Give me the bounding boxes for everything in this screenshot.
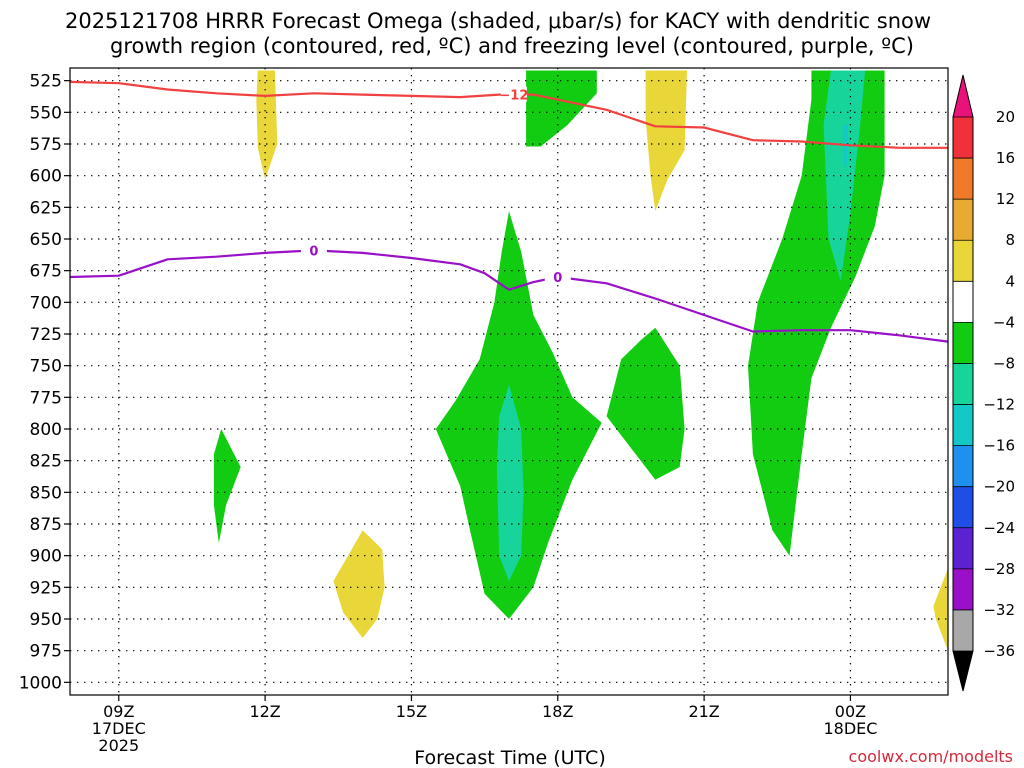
ytick-label-900: 900 (30, 547, 62, 567)
xtick-label-18-0: 18Z (542, 702, 573, 721)
xtick-label-15-0: 15Z (396, 702, 427, 721)
colorbar-segment-9 (953, 486, 973, 529)
xtick-label-24-1: 18DEC (823, 719, 877, 738)
ytick-label-850: 850 (30, 483, 62, 503)
ytick-label-950: 950 (30, 610, 62, 630)
freezing-level-contour (70, 249, 948, 343)
terrain-fill (70, 695, 948, 703)
colorbar-label-7: −12 (983, 396, 1015, 414)
freezing-contour-label-2-text: 0 (553, 271, 562, 286)
plot-frame (69, 67, 949, 696)
colorbar-label-6: −8 (993, 354, 1015, 372)
omega-region-green-20z-cell (606, 327, 685, 480)
colorbar: 20 16 12 8 4 −4 −8 −12 −16 −20 −24 −28 −32 −36 (952, 74, 1015, 692)
x-axis-label: Forecast Time (UTC) (414, 747, 605, 768)
omega-region-teal-17z-core (496, 384, 524, 581)
dgz-contour-label: −12 (499, 86, 528, 104)
omega-region-yellow-14z-cell (333, 530, 385, 638)
colorbar-segment-5 (953, 322, 973, 364)
colorbar-label-2: 12 (996, 190, 1015, 208)
colorbar-segment-10 (953, 527, 973, 570)
omega-region-green-17-18z-aloft (526, 70, 597, 147)
omega-shading-layer (70, 70, 948, 703)
omega-region-yellow-12z (256, 70, 278, 180)
colorbar-label-5: −4 (993, 313, 1015, 331)
omega-region-yellow-edge-26z (933, 568, 948, 651)
chart-title-line-1: 2025121708 HRRR Forecast Omega (shaded, … (65, 9, 931, 33)
colorbar-top-arrow (953, 75, 973, 117)
ytick-label-725: 725 (30, 325, 62, 345)
ytick-label-800: 800 (30, 420, 62, 440)
contour-layer: −12 0 0 (70, 80, 948, 697)
omega-region-cyan-24z-core (843, 125, 848, 170)
freezing-contour-label-2: 0 (544, 269, 571, 286)
colorbar-label-1: 16 (996, 149, 1015, 167)
xtick-label-12-0: 12Z (249, 702, 280, 721)
chart-title-line-2: growth region (contoured, red, ºC) and f… (110, 34, 914, 58)
colorbar-label-10: −24 (983, 519, 1015, 537)
ytick-label-525: 525 (30, 72, 62, 92)
colorbar-segment-12 (953, 609, 973, 652)
dgz-contour-label-bg (500, 86, 527, 102)
xtick-label-24-0: 00Z (835, 702, 866, 721)
colorbar-segment-0 (953, 117, 973, 159)
colorbar-segment-8 (953, 445, 973, 488)
ytick-label-650: 650 (30, 230, 62, 250)
ytick-label-825: 825 (30, 452, 62, 472)
freezing-contour-label-1-text: 0 (309, 244, 318, 259)
ytick-label-975: 975 (30, 642, 62, 662)
omega-region-yellow-20z (645, 70, 687, 212)
colorbar-segment-2 (953, 199, 973, 241)
colorbar-segment-4 (953, 281, 973, 323)
ytick-label-625: 625 (30, 198, 62, 218)
colorbar-segment-6 (953, 363, 973, 406)
colorbar-segment-11 (953, 568, 973, 611)
colorbar-segment-3 (953, 240, 973, 282)
colorbar-bottom-arrow (953, 651, 973, 691)
omega-region-teal-23-24z (823, 70, 866, 281)
surface-freezing-contour (70, 696, 314, 697)
freezing-contour-label-1: 0 (300, 242, 327, 259)
colorbar-label-0: 20 (996, 108, 1015, 126)
colorbar-label-12: −32 (983, 601, 1015, 619)
colorbar-label-8: −16 (983, 437, 1015, 455)
colorbar-segment-7 (953, 404, 973, 447)
ytick-label-600: 600 (30, 167, 62, 187)
colorbar-label-13: −36 (983, 642, 1015, 660)
omega-region-green-11z-cell (213, 429, 241, 543)
ytick-label-575: 575 (30, 135, 62, 155)
source-credit[interactable]: coolwx.com/modelts (849, 747, 1013, 766)
ytick-label-1000: 1000 (19, 673, 62, 693)
dgz-contour-label-text: −12 (499, 89, 528, 104)
ytick-label-750: 750 (30, 357, 62, 377)
xtick-label-9-2: 2025 (98, 736, 139, 755)
ytick-label-675: 675 (30, 262, 62, 282)
ytick-label-700: 700 (30, 293, 62, 313)
freezing-contour-label-1-bg (300, 242, 327, 258)
colorbar-label-4: 4 (1005, 272, 1015, 290)
freezing-contour-label-2-bg (544, 269, 571, 284)
ytick-label-925: 925 (30, 578, 62, 598)
colorbar-segment-1 (953, 158, 973, 200)
colorbar-label-9: −20 (983, 478, 1015, 496)
ytick-label-875: 875 (30, 515, 62, 535)
xtick-label-21-0: 21Z (688, 702, 719, 721)
xtick-label-9-1: 17DEC (92, 719, 146, 738)
ytick-label-550: 550 (30, 103, 62, 123)
omega-region-green-17z-main (435, 211, 602, 619)
y-axis-ticks: 525 550 575 600 625 650 675 700 725 750 775 800 825 8… (19, 72, 70, 693)
colorbar-label-11: −28 (983, 560, 1015, 578)
ytick-label-775: 775 (30, 388, 62, 408)
colorbar-label-3: 8 (1005, 231, 1015, 249)
xtick-label-9-0: 09Z (103, 702, 134, 721)
